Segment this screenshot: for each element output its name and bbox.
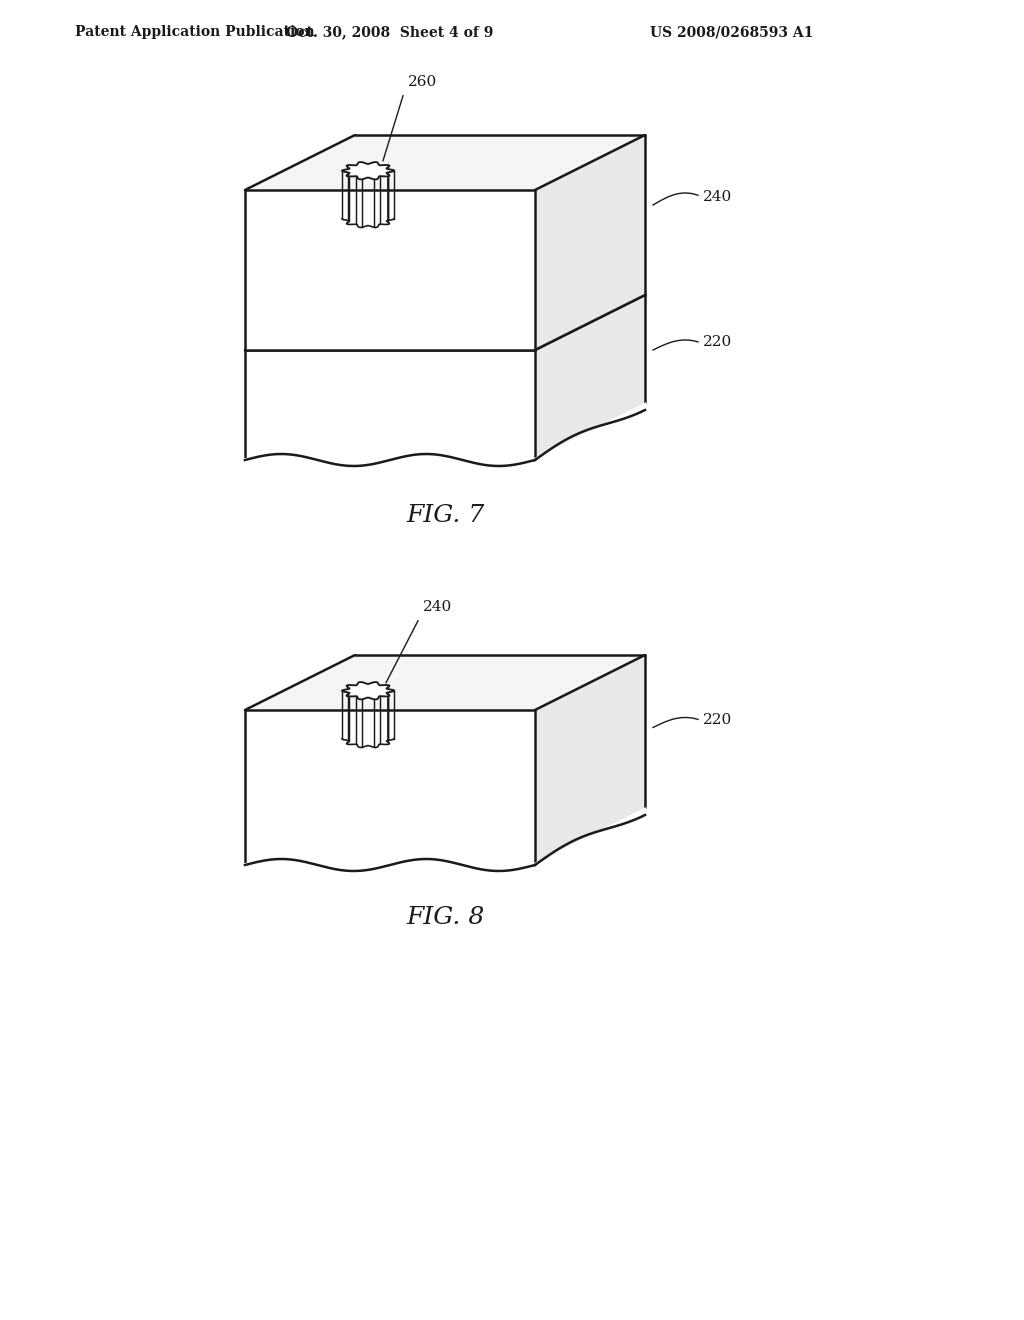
Text: FIG. 8: FIG. 8 bbox=[406, 906, 484, 928]
Polygon shape bbox=[535, 655, 645, 865]
Text: 240: 240 bbox=[423, 599, 453, 614]
Polygon shape bbox=[245, 135, 645, 190]
Text: 220: 220 bbox=[703, 335, 732, 348]
Text: 260: 260 bbox=[408, 75, 437, 88]
Text: US 2008/0268593 A1: US 2008/0268593 A1 bbox=[650, 25, 813, 40]
Text: FIG. 7: FIG. 7 bbox=[406, 503, 484, 527]
Polygon shape bbox=[245, 190, 535, 350]
Polygon shape bbox=[342, 162, 394, 180]
Polygon shape bbox=[245, 710, 535, 865]
Polygon shape bbox=[245, 655, 645, 710]
Polygon shape bbox=[245, 350, 535, 459]
Text: 220: 220 bbox=[703, 713, 732, 726]
Polygon shape bbox=[342, 682, 394, 700]
Text: Oct. 30, 2008  Sheet 4 of 9: Oct. 30, 2008 Sheet 4 of 9 bbox=[287, 25, 494, 40]
Text: Patent Application Publication: Patent Application Publication bbox=[75, 25, 314, 40]
Polygon shape bbox=[535, 135, 645, 350]
Polygon shape bbox=[245, 294, 645, 350]
Text: 240: 240 bbox=[703, 190, 732, 205]
Polygon shape bbox=[535, 294, 645, 459]
